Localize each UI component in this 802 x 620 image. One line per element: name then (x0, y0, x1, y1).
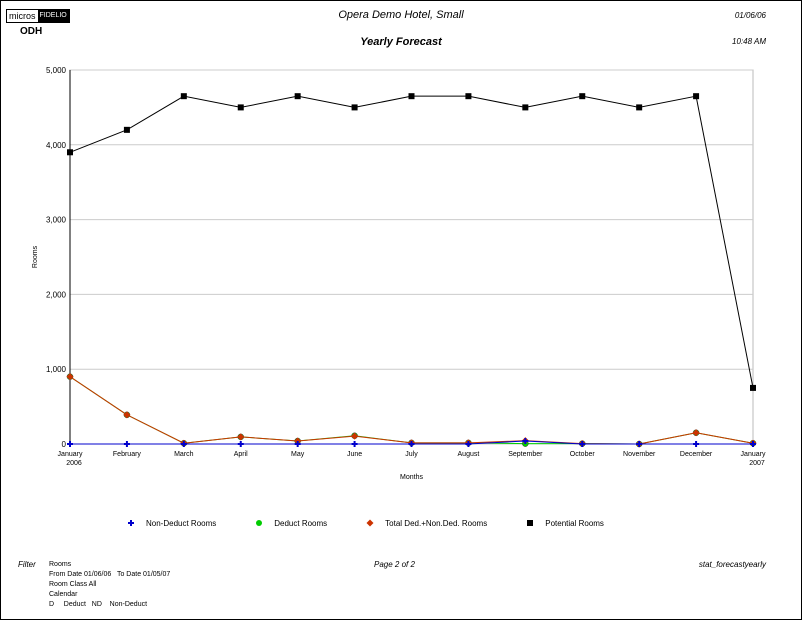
forecast-chart: 0 1,000 2,000 3,000 4,000 5,000 January 2006 Feb… (32, 66, 766, 481)
legend: Non-Deduct Rooms Deduct Rooms Total Ded.+N… (126, 518, 632, 528)
data-point-0 (465, 441, 472, 447)
data-point-3 (636, 104, 643, 111)
x-tick-label: January (58, 451, 83, 458)
y-tick-label: 4,000 (46, 141, 67, 150)
hotel-name: Opera Demo Hotel, Small (338, 9, 464, 21)
data-point-0 (693, 441, 700, 447)
data-point-2 (351, 432, 359, 440)
diamond-marker-icon (366, 519, 374, 527)
report-title: Yearly Forecast (360, 36, 442, 48)
x-tick-label: January (741, 451, 766, 458)
data-point-0 (522, 438, 529, 445)
data-point-0 (237, 441, 244, 447)
data-point-3 (750, 384, 756, 391)
data-point-0 (750, 441, 756, 447)
filter-label: Filter (18, 560, 36, 569)
data-point-3 (579, 93, 586, 100)
y-axis-label: Rooms (32, 245, 39, 268)
data-point-3 (351, 104, 358, 111)
page-number: Page 2 of 2 (374, 560, 415, 569)
legend-item: Deduct Rooms (254, 518, 327, 528)
x-tick-label: December (680, 451, 713, 458)
x-tick-label: September (508, 451, 543, 458)
data-point-0 (67, 441, 73, 447)
data-point-3 (408, 93, 415, 100)
data-point-3 (522, 104, 529, 111)
report-date: 01/06/06 (734, 11, 766, 20)
data-point-3 (123, 126, 130, 133)
report-time: 10:48 AM (732, 37, 766, 46)
x-tick-label: March (174, 451, 194, 458)
x-tick-label: July (405, 451, 418, 458)
series-line-1 (69, 376, 754, 445)
logo-right: FIDELIO (37, 10, 69, 22)
x-tick-label: 2007 (749, 460, 765, 467)
micros-fidelio-logo: micros FIDELIO (6, 9, 70, 23)
data-point-2 (66, 373, 74, 381)
circle-marker-icon (256, 520, 263, 526)
y-tick-label: 0 (62, 440, 67, 449)
data-point-3 (693, 93, 700, 100)
series-line-3 (69, 95, 754, 388)
x-tick-label: June (347, 451, 362, 458)
x-tick-label: August (458, 451, 480, 458)
filter-line: Rooms (49, 561, 72, 568)
data-point-0 (636, 441, 643, 447)
legend-item: Non-Deduct Rooms (126, 518, 216, 528)
data-point-3 (67, 149, 73, 156)
legend-item: Total Ded.+Non.Ded. Rooms (365, 518, 487, 528)
y-tick-label: 2,000 (46, 290, 67, 299)
y-tick-label: 1,000 (46, 365, 67, 374)
data-point-0 (579, 441, 586, 447)
data-point-3 (294, 93, 301, 100)
data-point-0 (180, 441, 187, 447)
hotel-code: ODH (20, 26, 43, 37)
x-tick-label: October (570, 451, 596, 458)
filter-details: Rooms From Date 01/06/06 To Date 01/05/0… (49, 560, 170, 610)
legend-label: Deduct Rooms (274, 518, 328, 528)
x-tick-label: November (623, 451, 656, 458)
y-tick-label: 3,000 (46, 216, 67, 225)
filter-line: D Deduct ND Non-Deduct (49, 601, 148, 608)
data-point-0 (294, 441, 301, 447)
logo-left: micros (7, 10, 38, 22)
data-point-2 (123, 411, 131, 419)
data-point-3 (180, 93, 187, 100)
x-tick-label: May (291, 451, 305, 458)
x-axis-label: Months (400, 474, 423, 481)
legend-label: Total Ded.+Non.Ded. Rooms (385, 518, 488, 528)
series-line-2 (69, 376, 754, 445)
y-tick-label: 5,000 (46, 66, 67, 75)
data-point-3 (465, 93, 472, 100)
plus-marker-icon (128, 520, 134, 526)
plot-area (69, 69, 754, 445)
x-tick-label: February (113, 451, 142, 458)
x-tick-label: 2006 (66, 460, 82, 467)
legend-label: Non-Deduct Rooms (146, 518, 217, 528)
filter-line: Calendar (49, 591, 78, 598)
data-point-0 (408, 441, 415, 447)
data-point-2 (692, 429, 700, 437)
legend-label: Potential Rooms (545, 518, 604, 528)
data-point-0 (351, 441, 358, 447)
legend-item: Potential Rooms (525, 518, 604, 528)
x-tick-label: April (234, 451, 248, 458)
data-point-3 (237, 104, 244, 111)
filter-line: Room Class All (49, 581, 97, 588)
data-point-2 (237, 433, 245, 441)
filter-line: From Date 01/06/06 To Date 01/05/07 (49, 571, 171, 578)
data-point-0 (123, 441, 130, 447)
report-name: stat_forecastyearly (698, 560, 766, 569)
square-marker-icon (527, 520, 534, 526)
